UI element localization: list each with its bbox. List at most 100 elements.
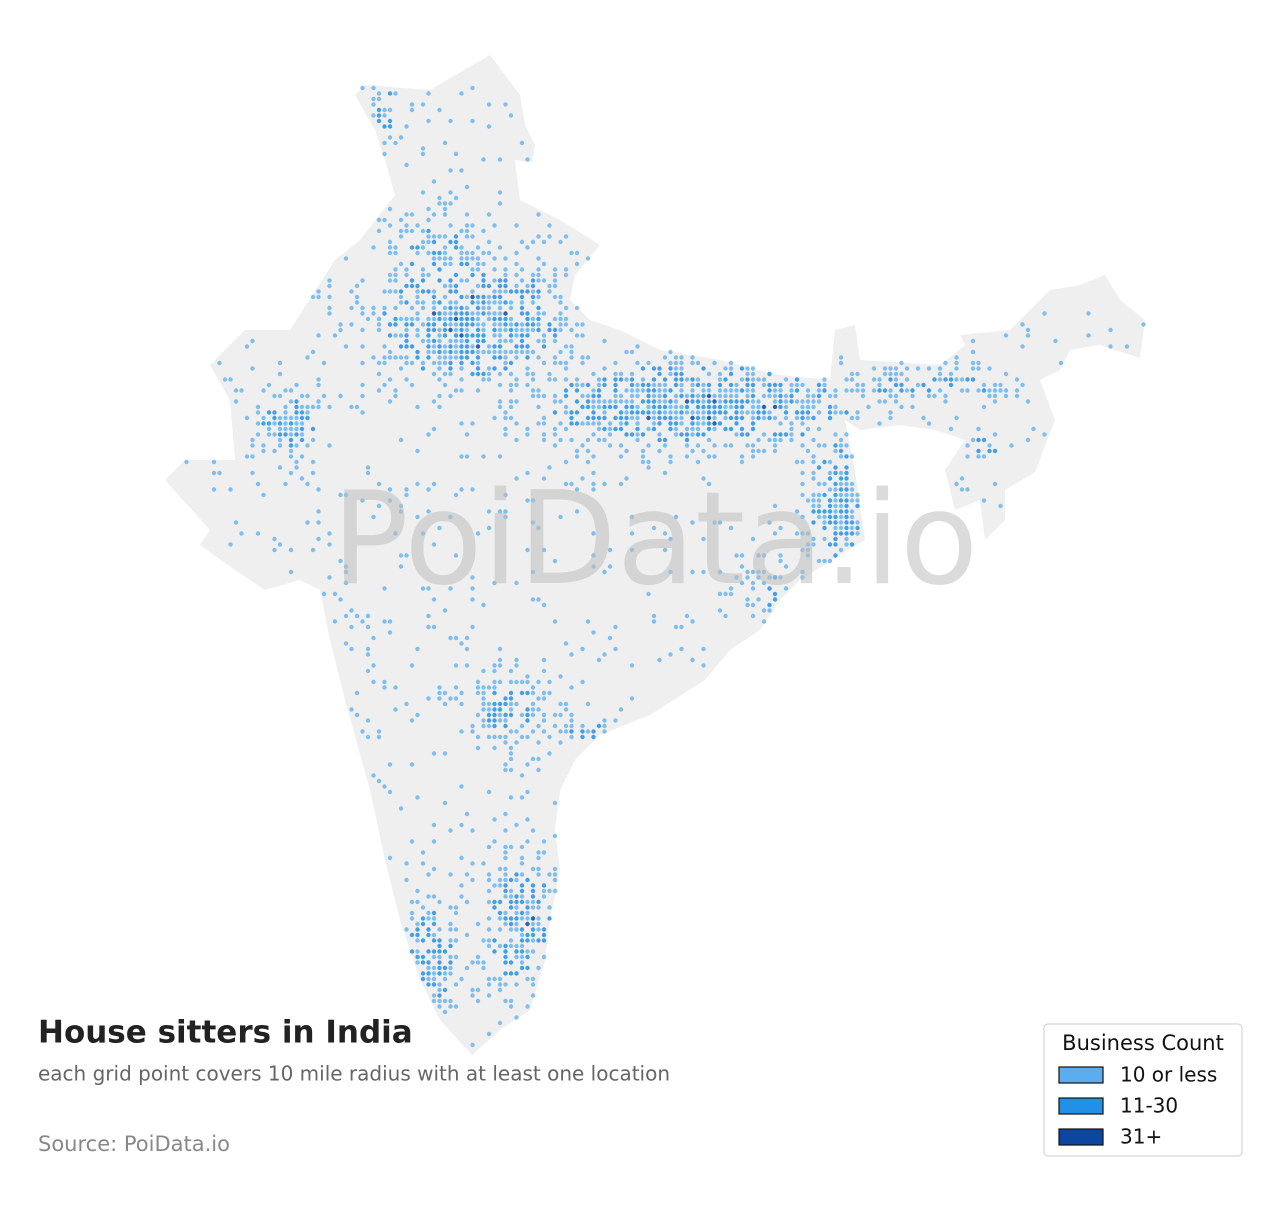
grid-point bbox=[893, 377, 899, 382]
grid-point bbox=[459, 894, 464, 899]
grid-point bbox=[613, 360, 618, 366]
grid-point bbox=[855, 410, 860, 415]
grid-point bbox=[767, 415, 772, 421]
grid-point bbox=[453, 553, 459, 558]
grid-point bbox=[800, 421, 805, 426]
grid-point bbox=[855, 498, 860, 503]
grid-point bbox=[431, 597, 437, 602]
grid-point bbox=[613, 426, 618, 432]
grid-point bbox=[954, 360, 959, 366]
grid-point bbox=[998, 382, 1003, 388]
grid-point bbox=[354, 690, 360, 696]
grid-point bbox=[470, 300, 475, 305]
grid-point bbox=[448, 190, 453, 195]
grid-point bbox=[525, 349, 530, 355]
grid-point bbox=[420, 938, 426, 943]
grid-point bbox=[816, 388, 822, 393]
grid-point bbox=[855, 525, 860, 531]
grid-point bbox=[580, 734, 585, 740]
grid-point bbox=[398, 564, 404, 569]
grid-point bbox=[409, 839, 415, 844]
grid-point bbox=[530, 294, 536, 300]
grid-point bbox=[690, 432, 695, 437]
grid-point bbox=[629, 663, 635, 668]
grid-point bbox=[662, 443, 668, 448]
grid-point bbox=[657, 410, 662, 415]
grid-point bbox=[844, 525, 849, 531]
grid-point bbox=[448, 239, 453, 245]
grid-point bbox=[651, 613, 657, 619]
grid-point bbox=[1003, 371, 1009, 377]
grid-point bbox=[530, 388, 536, 393]
grid-point bbox=[376, 503, 382, 509]
grid-point bbox=[844, 498, 849, 503]
grid-point bbox=[453, 338, 459, 344]
grid-point bbox=[926, 366, 932, 371]
grid-point bbox=[514, 657, 519, 663]
grid-point bbox=[651, 619, 657, 624]
grid-point bbox=[833, 553, 838, 558]
grid-point bbox=[536, 267, 541, 272]
grid-point bbox=[272, 410, 277, 415]
grid-point bbox=[448, 393, 453, 399]
grid-point bbox=[299, 415, 305, 421]
grid-point bbox=[767, 575, 772, 580]
grid-point bbox=[750, 602, 756, 608]
grid-point bbox=[448, 344, 453, 349]
grid-point bbox=[508, 415, 514, 421]
grid-point bbox=[657, 437, 662, 443]
grid-point bbox=[343, 580, 349, 586]
grid-point bbox=[684, 443, 690, 448]
grid-point bbox=[657, 432, 662, 437]
grid-point bbox=[437, 338, 442, 344]
grid-point bbox=[360, 344, 365, 349]
grid-point bbox=[409, 102, 415, 107]
grid-point bbox=[684, 377, 690, 382]
grid-point bbox=[508, 371, 514, 377]
grid-point bbox=[409, 344, 415, 349]
grid-point bbox=[349, 404, 354, 410]
grid-point bbox=[514, 355, 519, 360]
grid-point bbox=[519, 861, 525, 866]
grid-point bbox=[580, 723, 585, 729]
grid-point bbox=[453, 234, 459, 239]
grid-point bbox=[470, 987, 475, 993]
grid-point bbox=[497, 338, 503, 344]
grid-point bbox=[327, 404, 332, 410]
grid-point bbox=[596, 377, 602, 382]
grid-point bbox=[486, 366, 492, 371]
grid-point bbox=[371, 102, 376, 107]
grid-point bbox=[497, 404, 503, 410]
grid-point bbox=[299, 410, 305, 415]
grid-point bbox=[310, 547, 316, 553]
grid-point bbox=[514, 349, 519, 355]
grid-point bbox=[855, 371, 860, 377]
grid-point bbox=[530, 701, 536, 707]
grid-point bbox=[838, 481, 844, 487]
grid-point bbox=[541, 602, 547, 608]
grid-point bbox=[442, 261, 448, 267]
grid-point bbox=[371, 635, 376, 641]
grid-point bbox=[508, 899, 514, 905]
grid-point bbox=[767, 602, 772, 608]
grid-point bbox=[756, 597, 761, 602]
grid-point bbox=[547, 322, 552, 327]
grid-point bbox=[519, 300, 525, 305]
grid-point bbox=[376, 371, 382, 377]
grid-point bbox=[409, 261, 415, 267]
grid-point bbox=[497, 701, 503, 707]
grid-point bbox=[442, 201, 448, 206]
grid-point bbox=[492, 938, 497, 943]
grid-point bbox=[365, 465, 371, 470]
grid-point bbox=[497, 382, 503, 388]
grid-point bbox=[426, 971, 431, 976]
grid-point bbox=[1108, 344, 1113, 349]
grid-point bbox=[888, 393, 893, 399]
grid-point bbox=[420, 586, 426, 591]
grid-point bbox=[552, 443, 558, 448]
grid-point bbox=[646, 404, 651, 410]
grid-point bbox=[426, 509, 431, 514]
grid-point bbox=[497, 316, 503, 322]
grid-point bbox=[475, 283, 481, 289]
grid-point bbox=[486, 525, 492, 531]
